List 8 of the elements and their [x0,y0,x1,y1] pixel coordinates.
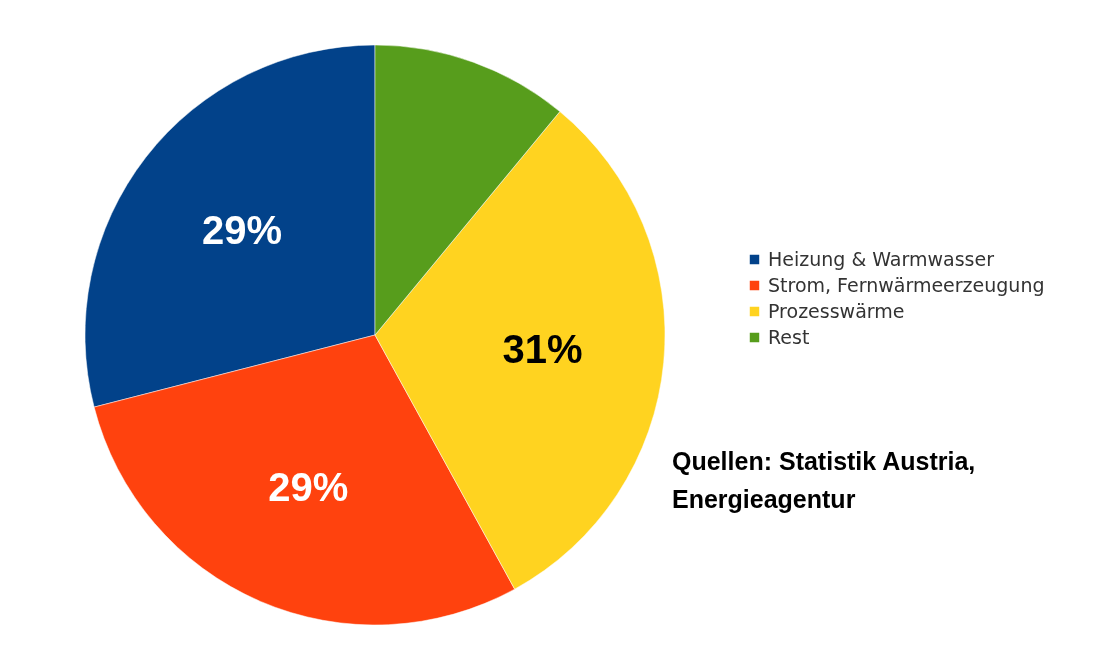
data-label: 29% [268,465,349,510]
data-label: 31% [502,326,583,371]
legend-label: Strom, Fernwärmeerzeugung [768,273,1045,296]
legend-label: Prozesswärme [768,299,905,322]
source-note: Quellen: Statistik Austria, Energieagentur [672,447,976,513]
legend-label: Heizung & Warmwasser [768,247,995,270]
legend-label: Rest [768,325,810,348]
data-label: 29% [202,207,283,252]
